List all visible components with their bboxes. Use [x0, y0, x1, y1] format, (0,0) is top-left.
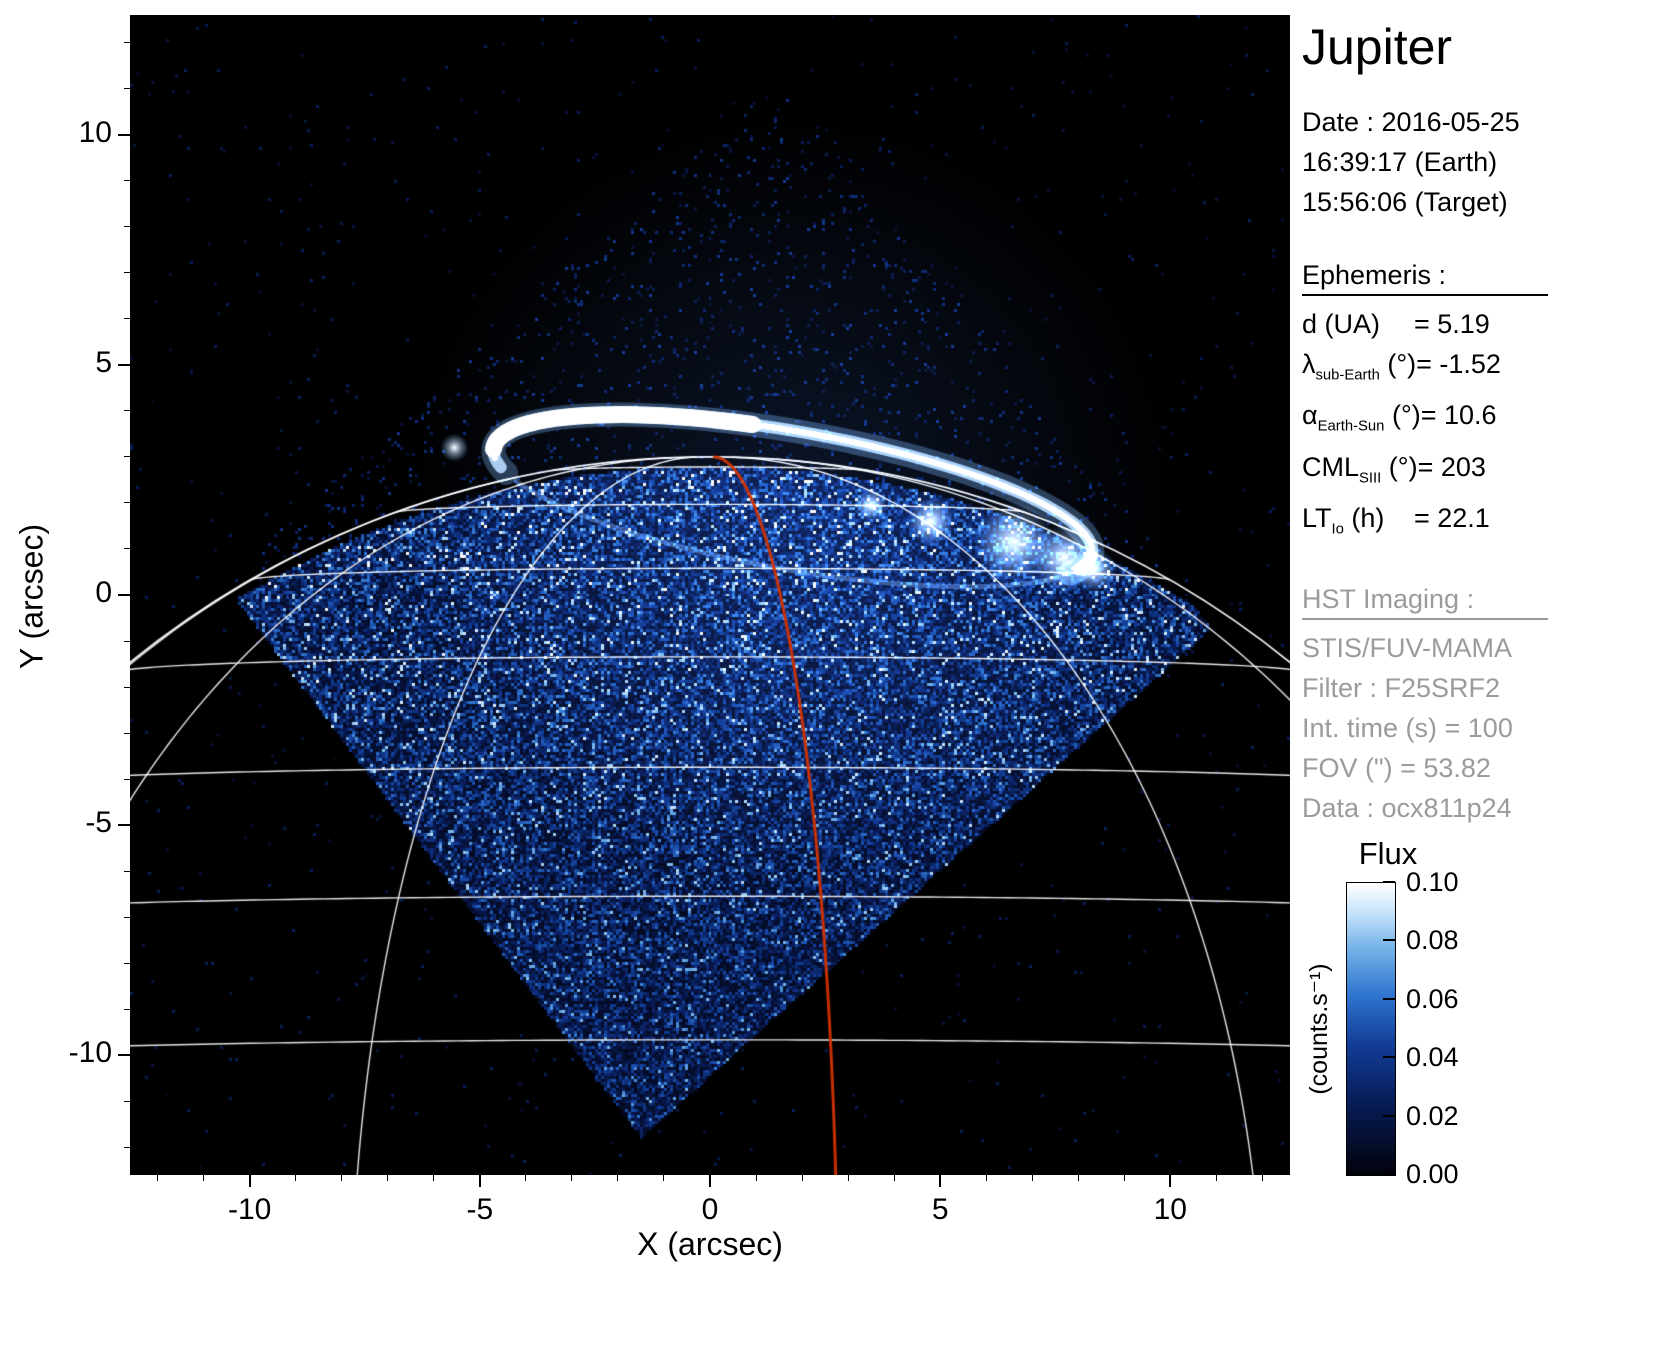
y-tick-label: 0 [12, 576, 112, 610]
colorbar-ticks: 0.10 0.08 0.06 0.04 0.02 0.00 [1300, 836, 1676, 1196]
colorbar-tick-label: 0.06 [1406, 984, 1496, 1015]
x-minor-tick [986, 1175, 987, 1181]
x-minor-tick [1078, 1175, 1079, 1181]
ephemeris-item: αEarth-Sun (°) = 10.6 [1302, 395, 1672, 446]
colorbar-tick-label: 0.04 [1406, 1042, 1496, 1073]
colorbar-tick-label: 0.10 [1406, 867, 1496, 898]
hst-info-line: STIS/FUV-MAMA [1302, 628, 1672, 668]
x-minor-tick [433, 1175, 434, 1181]
x-minor-tick [617, 1175, 618, 1181]
x-minor-tick [1124, 1175, 1125, 1181]
ephemeris-item: λsub-Earth (°) = -1.52 [1302, 344, 1672, 395]
colorbar-tick-mark [1383, 881, 1395, 883]
hst-info-line: Data : ocx811p24 [1302, 788, 1672, 828]
x-minor-tick [157, 1175, 158, 1181]
ephemeris-list: d (UA) = 5.19 λsub-Earth (°) = -1.52 αEarth-… [1302, 304, 1672, 550]
hst-heading: HST Imaging : [1302, 584, 1548, 620]
info-panel: Jupiter Date : 2016-05-25 16:39:17 (Earth… [1302, 18, 1672, 828]
x-minor-tick [663, 1175, 664, 1181]
x-minor-tick [802, 1175, 803, 1181]
x-tick-label: 5 [890, 1193, 990, 1227]
ephemeris-label: LTIo (h) [1302, 498, 1414, 549]
x-minor-tick [571, 1175, 572, 1181]
y-axis-title: Y (arcsec) [14, 447, 51, 747]
x-tick-label: 0 [660, 1193, 760, 1227]
x-major-tick [709, 1175, 711, 1187]
x-minor-tick [525, 1175, 526, 1181]
ephemeris-label: λsub-Earth (°) [1302, 344, 1416, 395]
figure-root: X (arcsec) Y (arcsec) -10 -5 0 5 10 10 5 0 -5 -10… [0, 0, 1676, 1367]
colorbar-tick-label: 0.00 [1406, 1159, 1496, 1190]
x-tick-label: -5 [430, 1193, 530, 1227]
ephemeris-value: = 5.19 [1414, 304, 1490, 344]
ephemeris-item: CMLSIII (°) = 203 [1302, 447, 1672, 498]
ephemeris-label: αEarth-Sun (°) [1302, 395, 1421, 446]
x-minor-tick [1032, 1175, 1033, 1181]
y-major-tick [118, 134, 130, 136]
x-minor-tick [295, 1175, 296, 1181]
x-minor-tick [341, 1175, 342, 1181]
date-line: 16:39:17 (Earth) [1302, 142, 1672, 182]
ephemeris-label: CMLSIII (°) [1302, 447, 1418, 498]
colorbar: Flux (counts.s⁻¹) 0.10 0.08 0.06 0.04 0.02 0.… [1300, 836, 1676, 1196]
colorbar-tick-mark [1383, 1115, 1395, 1117]
x-minor-tick [848, 1175, 849, 1181]
y-major-tick [118, 594, 130, 596]
ephemeris-heading: Ephemeris : [1302, 260, 1548, 296]
colorbar-tick-mark [1383, 1056, 1395, 1058]
x-minor-tick [387, 1175, 388, 1181]
ephemeris-value: = -1.52 [1416, 344, 1501, 395]
hst-info-line: Filter : F25SRF2 [1302, 668, 1672, 708]
ephemeris-label: d (UA) [1302, 304, 1414, 344]
colorbar-tick-mark [1383, 939, 1395, 941]
x-major-tick [939, 1175, 941, 1187]
x-tick-label: 10 [1120, 1193, 1220, 1227]
ephemeris-value: = 10.6 [1421, 395, 1497, 446]
colorbar-tick-label: 0.08 [1406, 925, 1496, 956]
y-major-tick [118, 824, 130, 826]
hst-info-line: FOV (") = 53.82 [1302, 748, 1672, 788]
y-major-tick [118, 1054, 130, 1056]
y-tick-label: 5 [12, 346, 112, 380]
y-tick-label: -10 [12, 1036, 112, 1070]
colorbar-tick-mark [1383, 1173, 1395, 1175]
x-minor-tick [1262, 1175, 1263, 1181]
y-major-tick [118, 364, 130, 366]
ephemeris-value: = 203 [1418, 447, 1486, 498]
y-tick-label: -5 [12, 806, 112, 840]
hst-list: STIS/FUV-MAMA Filter : F25SRF2 Int. time (… [1302, 628, 1672, 828]
date-block: Date : 2016-05-25 16:39:17 (Earth) 15:56:0… [1302, 102, 1672, 222]
y-tick-label: 10 [12, 116, 112, 150]
x-axis-title: X (arcsec) [560, 1226, 860, 1263]
x-minor-tick [756, 1175, 757, 1181]
x-minor-tick [203, 1175, 204, 1181]
target-title: Jupiter [1302, 18, 1672, 76]
ephemeris-value: = 22.1 [1414, 498, 1490, 549]
date-line: Date : 2016-05-25 [1302, 102, 1672, 142]
ephemeris-item: d (UA) = 5.19 [1302, 304, 1672, 344]
date-line: 15:56:06 (Target) [1302, 182, 1672, 222]
jupiter-aurora-fuv-image [130, 15, 1290, 1175]
colorbar-tick-label: 0.02 [1406, 1101, 1496, 1132]
x-tick-label: -10 [200, 1193, 300, 1227]
x-minor-tick [894, 1175, 895, 1181]
ephemeris-item: LTIo (h) = 22.1 [1302, 498, 1672, 549]
x-major-tick [249, 1175, 251, 1187]
x-minor-tick [1216, 1175, 1217, 1181]
x-major-tick [1169, 1175, 1171, 1187]
x-major-tick [479, 1175, 481, 1187]
hst-info-line: Int. time (s) = 100 [1302, 708, 1672, 748]
colorbar-tick-mark [1383, 998, 1395, 1000]
